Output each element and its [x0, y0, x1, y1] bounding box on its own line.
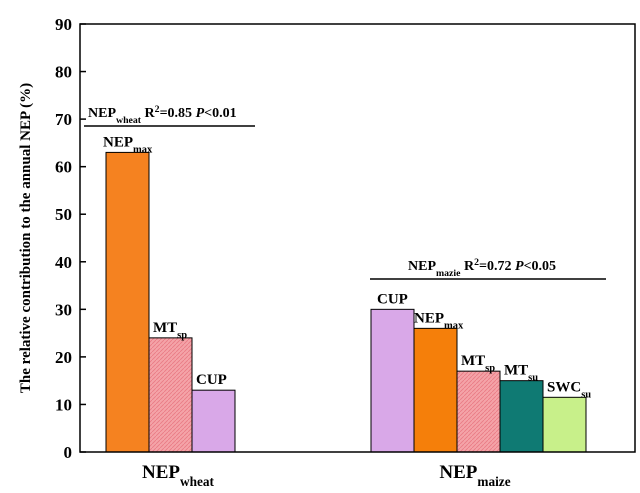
bar	[105, 151, 150, 453]
x-category-label: NEPwheat	[142, 462, 215, 489]
y-tick-label: 0	[64, 443, 73, 462]
y-tick-label: 90	[55, 15, 72, 34]
bar	[191, 389, 236, 453]
bar-label: MTsp	[461, 353, 495, 374]
y-tick-label: 70	[55, 110, 72, 129]
bar	[370, 308, 415, 453]
y-axis: 0 10 20 30 40 50 60 70 80 90 The relative contribu…	[18, 15, 86, 462]
y-tick-label: 60	[55, 158, 72, 177]
y-tick-label: 10	[55, 395, 72, 414]
bar-label: NEPmax	[414, 310, 464, 331]
bar-label: SWCsu	[547, 379, 591, 400]
regression-annotation: NEPwheat R2=0.85 P<0.01	[88, 104, 237, 126]
bars-layer	[105, 151, 587, 453]
bar-label: CUP	[377, 291, 408, 307]
bar	[456, 370, 501, 453]
bar-label: NEPmax	[103, 134, 153, 155]
bar	[542, 396, 587, 453]
y-axis-label: The relative contribution to the annual …	[18, 83, 34, 393]
labels-layer: NEPmax MTsp CUP NEPwheat NEPwheat R2=0.85 P<…	[84, 104, 606, 489]
bar	[499, 380, 544, 453]
bar	[413, 327, 458, 453]
bar-label: MTsp	[153, 320, 187, 341]
y-tick-label: 30	[55, 300, 72, 319]
y-tick-label: 80	[55, 63, 72, 82]
y-tick-label: 40	[55, 253, 72, 272]
bar	[148, 337, 193, 453]
regression-annotation: NEPmazie R2=0.72 P<0.05	[408, 257, 556, 279]
y-tick-label: 20	[55, 348, 72, 367]
bar-label: MTsu	[504, 363, 538, 384]
y-tick-label: 50	[55, 205, 72, 224]
x-category-label: NEPmaize	[439, 462, 510, 489]
plot-frame	[79, 23, 636, 453]
bar-label: CUP	[196, 372, 227, 388]
